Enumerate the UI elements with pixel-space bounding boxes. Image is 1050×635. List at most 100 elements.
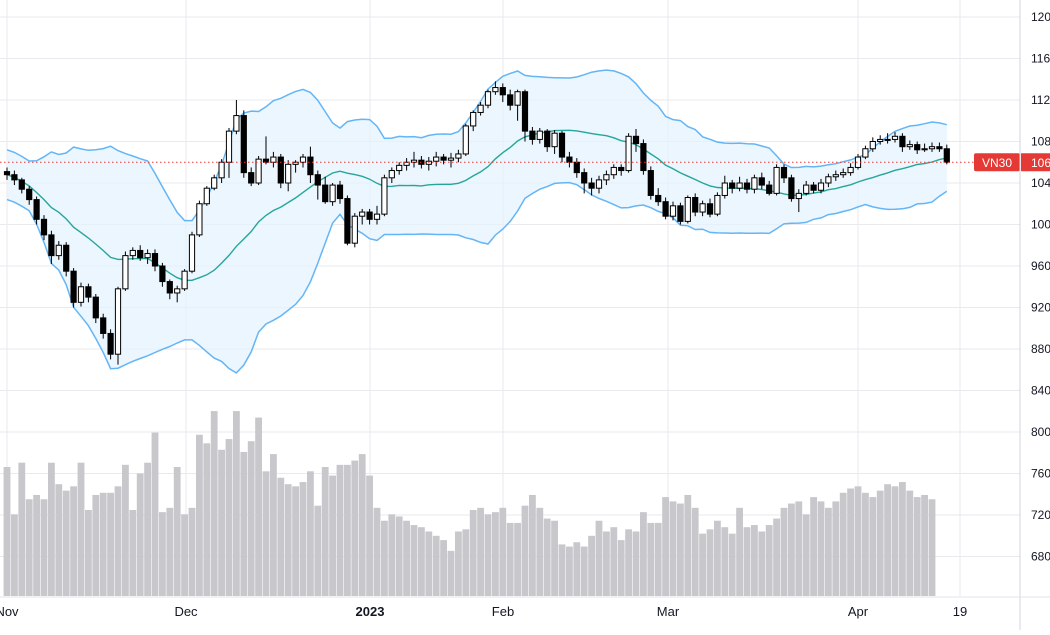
candle-up bbox=[373, 213, 381, 220]
candle-down bbox=[33, 199, 40, 220]
candle-down bbox=[48, 234, 55, 257]
candle-down bbox=[943, 148, 950, 163]
volume-bar bbox=[832, 501, 840, 596]
candle-down bbox=[581, 172, 588, 184]
candle-down bbox=[262, 158, 270, 163]
volume-bar bbox=[240, 451, 248, 596]
candle-down bbox=[151, 253, 159, 267]
last-price-label: 1060 bbox=[1031, 156, 1050, 170]
candle-down bbox=[544, 130, 551, 148]
volume-bar bbox=[277, 477, 285, 596]
volume-bar bbox=[795, 501, 803, 596]
volume-bar bbox=[499, 507, 507, 596]
volume-bar bbox=[262, 471, 270, 596]
volume-bar bbox=[714, 520, 721, 596]
volume-bar bbox=[921, 494, 928, 596]
candle-up bbox=[351, 215, 358, 244]
price-tick-label: 1040 bbox=[1031, 176, 1050, 190]
candle-up bbox=[684, 197, 691, 222]
candle-down bbox=[507, 94, 514, 106]
candle-up bbox=[233, 115, 240, 132]
volume-bar bbox=[188, 507, 196, 596]
candle-up bbox=[174, 288, 181, 294]
candle-up bbox=[447, 157, 455, 161]
volume-bar bbox=[210, 411, 218, 596]
time-tick-label: Mar bbox=[657, 604, 680, 619]
volume-bar bbox=[203, 443, 211, 596]
volume-bar bbox=[107, 492, 114, 596]
volume-bar bbox=[284, 484, 292, 596]
candle-up bbox=[470, 111, 477, 127]
candle-up bbox=[455, 153, 462, 159]
volume-bar bbox=[403, 520, 410, 596]
bollinger-upper-band bbox=[6, 69, 947, 222]
time-tick-label: 2023 bbox=[356, 604, 385, 619]
price-tick-label: 960 bbox=[1031, 259, 1050, 273]
price-candles bbox=[3, 81, 950, 365]
price-tick-label: 760 bbox=[1031, 467, 1050, 481]
candle-up bbox=[55, 244, 62, 257]
volume-bar bbox=[299, 482, 307, 596]
candle-down bbox=[780, 166, 788, 179]
candle-down bbox=[618, 166, 625, 172]
candle-down bbox=[706, 203, 714, 215]
volume-bar bbox=[70, 486, 77, 596]
candle-up bbox=[77, 286, 85, 303]
volume-bar bbox=[536, 507, 544, 596]
volume-bar bbox=[788, 503, 795, 596]
volume-bar bbox=[773, 518, 780, 596]
candle-up bbox=[477, 104, 484, 113]
volume-bar bbox=[758, 531, 766, 596]
time-tick-label: Apr bbox=[848, 604, 869, 619]
volume-bar bbox=[11, 514, 18, 596]
volume-bar bbox=[529, 494, 536, 596]
symbol-badge-label: VN30 bbox=[982, 156, 1012, 170]
bollinger-lower-band bbox=[6, 181, 948, 374]
candle-up bbox=[181, 270, 188, 290]
candle-up bbox=[388, 170, 395, 179]
volume-bar bbox=[92, 494, 100, 596]
candle-down bbox=[440, 156, 447, 161]
candle-down bbox=[3, 171, 11, 176]
volume-bar bbox=[166, 507, 174, 596]
candle-up bbox=[536, 130, 543, 140]
candle-down bbox=[277, 156, 284, 184]
volume-bar bbox=[151, 432, 159, 596]
volume-bar bbox=[780, 507, 788, 596]
volume-bar bbox=[728, 533, 736, 596]
candle-up bbox=[462, 125, 469, 155]
volume-bar bbox=[854, 486, 862, 596]
price-tick-label: 840 bbox=[1031, 384, 1050, 398]
candle-up bbox=[817, 182, 825, 191]
volume-bar bbox=[329, 475, 336, 596]
volume-bar bbox=[144, 462, 151, 596]
volume-bar bbox=[928, 499, 936, 596]
price-tick-label: 920 bbox=[1031, 301, 1050, 315]
price-tick-label: 880 bbox=[1031, 342, 1050, 356]
volume-bar bbox=[48, 462, 55, 596]
volume-bar bbox=[455, 531, 462, 596]
volume-bar bbox=[159, 512, 166, 596]
candle-down bbox=[655, 194, 662, 203]
volume-bar bbox=[225, 439, 233, 596]
candle-up bbox=[877, 138, 884, 143]
candle-up bbox=[492, 87, 499, 93]
volume-bar bbox=[595, 520, 603, 596]
candle-down bbox=[588, 182, 595, 189]
candle-up bbox=[359, 211, 366, 217]
time-tick-label: 19 bbox=[953, 604, 967, 619]
candle-down bbox=[248, 172, 255, 184]
candle-down bbox=[788, 177, 795, 200]
candle-up bbox=[114, 288, 122, 355]
candle-up bbox=[847, 166, 854, 174]
candle-down bbox=[810, 184, 817, 191]
volume-bar bbox=[462, 529, 470, 596]
candle-down bbox=[566, 156, 573, 163]
candle-down bbox=[307, 156, 314, 176]
candle-up bbox=[714, 194, 721, 215]
volume-bar bbox=[684, 494, 692, 596]
volume-bar bbox=[255, 417, 262, 596]
volume-bar bbox=[551, 520, 558, 596]
candle-down bbox=[85, 286, 92, 298]
